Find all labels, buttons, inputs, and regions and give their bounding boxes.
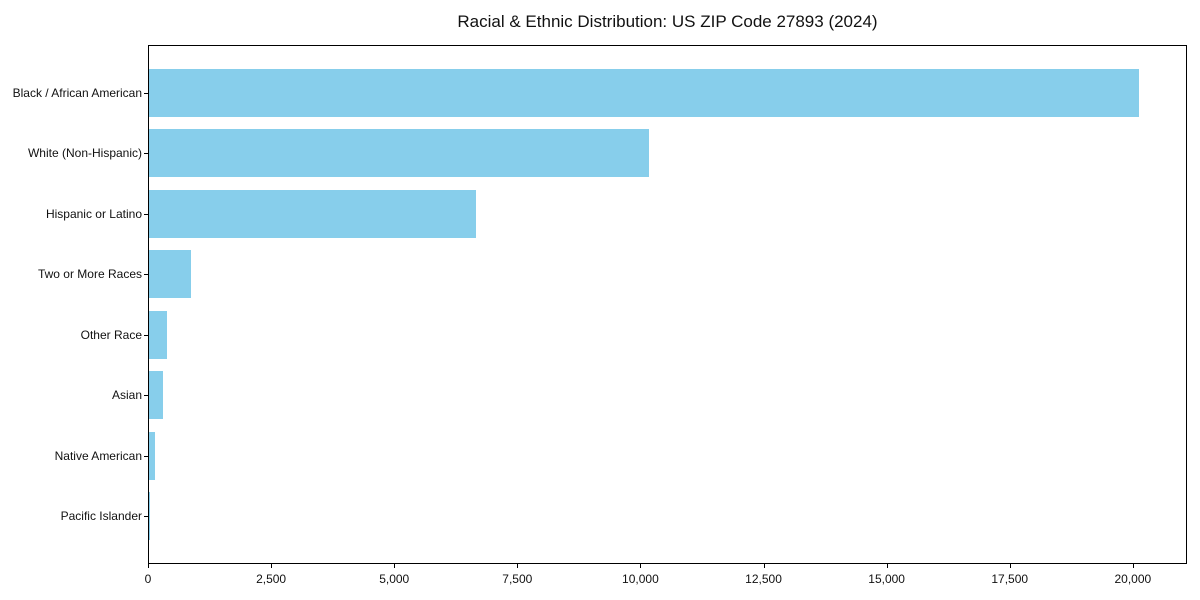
x-tick	[763, 564, 765, 568]
x-tick-label: 12,500	[745, 572, 782, 586]
x-tick-label: 7,500	[502, 572, 533, 586]
category-label: Pacific Islander	[60, 509, 142, 524]
category-label: Other Race	[80, 327, 142, 342]
category-label: White (Non-Hispanic)	[27, 146, 142, 161]
y-tick	[144, 455, 148, 457]
x-tick	[1132, 564, 1134, 568]
bar	[149, 431, 155, 480]
chart-title: Racial & Ethnic Distribution: US ZIP Cod…	[457, 12, 878, 31]
x-tick-label: 15,000	[868, 572, 905, 586]
x-tick	[886, 564, 888, 568]
y-tick	[144, 516, 148, 518]
y-tick	[144, 395, 148, 397]
x-tick-label: 0	[144, 572, 152, 586]
bar	[149, 371, 164, 420]
x-tick-label: 20,000	[1114, 572, 1152, 586]
bar	[149, 68, 1139, 117]
x-tick	[148, 564, 149, 568]
bar	[149, 310, 167, 359]
x-tick-label: 10,000	[622, 572, 659, 586]
plot-area	[148, 45, 1187, 564]
y-tick	[144, 274, 148, 276]
category-label: Native American	[54, 448, 142, 463]
x-tick	[1009, 564, 1011, 568]
x-tick	[271, 564, 273, 568]
x-tick	[640, 564, 642, 568]
x-tick	[394, 564, 396, 568]
category-label: Black / African American	[12, 85, 142, 100]
x-tick-label: 5,000	[379, 572, 410, 586]
x-tick-label: 2,500	[256, 572, 287, 586]
bar	[149, 189, 476, 238]
category-label: Hispanic or Latino	[45, 206, 142, 221]
y-tick	[144, 92, 148, 94]
category-label: Two or More Races	[37, 267, 142, 282]
category-label: Asian	[111, 388, 142, 403]
y-tick	[144, 334, 148, 336]
bar	[149, 129, 649, 178]
y-tick	[144, 213, 148, 215]
x-tick-label: 17,500	[991, 572, 1029, 586]
x-tick	[517, 564, 519, 568]
y-tick	[144, 153, 148, 155]
bar	[149, 250, 191, 299]
